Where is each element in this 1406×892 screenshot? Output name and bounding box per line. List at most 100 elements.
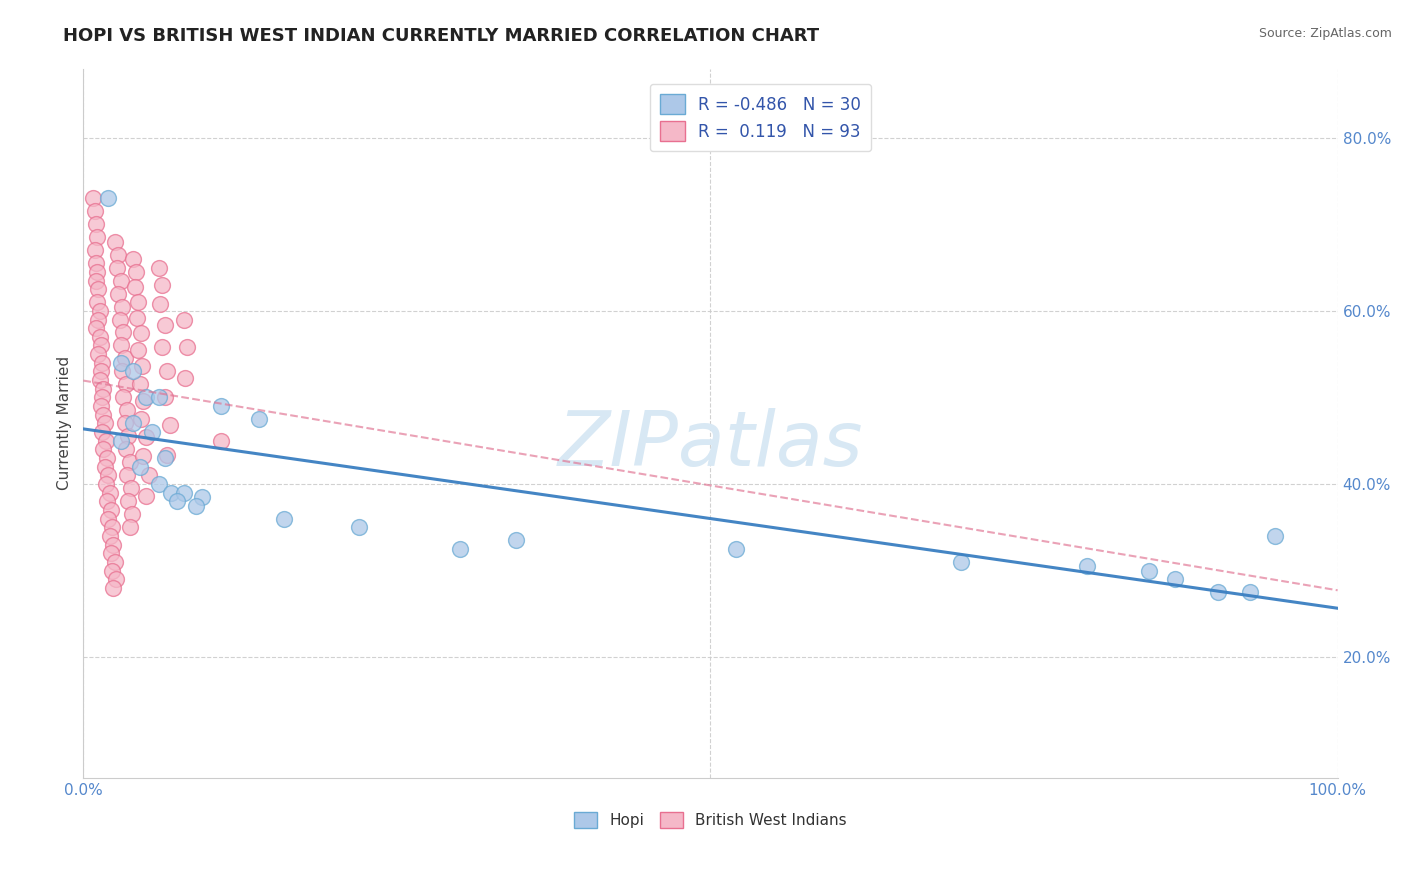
Point <box>118 520 141 534</box>
Point <box>135 391 157 405</box>
Point <box>159 418 181 433</box>
Point <box>127 295 149 310</box>
Point <box>122 252 145 266</box>
Point <box>100 546 122 560</box>
Point <box>86 230 108 244</box>
Point <box>153 318 176 332</box>
Point <box>84 274 107 288</box>
Point <box>112 326 135 340</box>
Point <box>449 541 471 556</box>
Point <box>86 265 108 279</box>
Point <box>135 430 157 444</box>
Point <box>114 417 136 431</box>
Point <box>114 351 136 366</box>
Point <box>89 303 111 318</box>
Point <box>93 382 115 396</box>
Point <box>112 391 135 405</box>
Point <box>209 434 232 448</box>
Point <box>98 485 121 500</box>
Point <box>90 364 112 378</box>
Point <box>1264 529 1286 543</box>
Point <box>108 312 131 326</box>
Point <box>117 494 139 508</box>
Point <box>1208 585 1230 599</box>
Point <box>118 455 141 469</box>
Point <box>83 244 105 258</box>
Point <box>115 403 138 417</box>
Point <box>176 340 198 354</box>
Point <box>156 448 179 462</box>
Point <box>84 256 107 270</box>
Point <box>150 340 173 354</box>
Point <box>121 508 143 522</box>
Point <box>96 494 118 508</box>
Point <box>97 191 120 205</box>
Point <box>98 529 121 543</box>
Point <box>128 376 150 391</box>
Point <box>100 503 122 517</box>
Point <box>91 391 114 405</box>
Point <box>125 265 148 279</box>
Point <box>96 450 118 465</box>
Point <box>115 442 138 457</box>
Text: Source: ZipAtlas.com: Source: ZipAtlas.com <box>1258 27 1392 40</box>
Point <box>117 429 139 443</box>
Point <box>124 279 146 293</box>
Point <box>950 555 973 569</box>
Point <box>110 356 132 370</box>
Point <box>87 347 110 361</box>
Y-axis label: Currently Married: Currently Married <box>58 356 72 491</box>
Point <box>89 330 111 344</box>
Point <box>149 297 172 311</box>
Point <box>148 477 170 491</box>
Point <box>724 541 747 556</box>
Point <box>110 274 132 288</box>
Point <box>104 572 127 586</box>
Point <box>104 235 127 249</box>
Point <box>132 393 155 408</box>
Point <box>141 425 163 439</box>
Point <box>115 377 138 392</box>
Point <box>153 391 176 405</box>
Point <box>127 343 149 357</box>
Point <box>1076 559 1098 574</box>
Point <box>110 338 132 352</box>
Point <box>93 408 115 422</box>
Point <box>101 520 124 534</box>
Point <box>148 260 170 275</box>
Point <box>247 412 270 426</box>
Point <box>93 417 115 431</box>
Point <box>111 364 134 378</box>
Point <box>153 450 176 465</box>
Point <box>173 485 195 500</box>
Point <box>105 260 128 275</box>
Point <box>84 217 107 231</box>
Point <box>87 312 110 326</box>
Point <box>349 520 371 534</box>
Point <box>120 481 142 495</box>
Point <box>104 555 127 569</box>
Point <box>89 373 111 387</box>
Point <box>93 442 115 457</box>
Text: ZIPatlas: ZIPatlas <box>558 408 863 482</box>
Point <box>122 417 145 431</box>
Point <box>97 468 120 483</box>
Point <box>97 511 120 525</box>
Point <box>128 459 150 474</box>
Point <box>82 191 104 205</box>
Point <box>127 310 149 325</box>
Point <box>94 434 117 448</box>
Point <box>111 300 134 314</box>
Point <box>148 391 170 405</box>
Point <box>191 490 214 504</box>
Point <box>1139 564 1161 578</box>
Point <box>90 338 112 352</box>
Point <box>90 399 112 413</box>
Point <box>505 533 527 548</box>
Point <box>101 564 124 578</box>
Point <box>1239 585 1261 599</box>
Point <box>94 477 117 491</box>
Point <box>91 425 114 439</box>
Point <box>107 247 129 261</box>
Point <box>150 277 173 292</box>
